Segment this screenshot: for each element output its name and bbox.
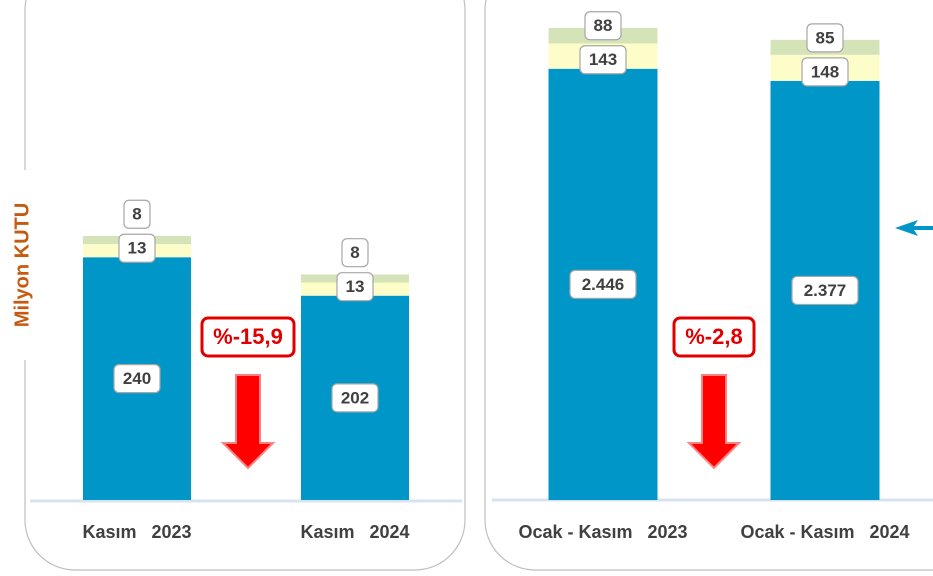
x-tick-label: Kasım 2024 [300, 522, 409, 542]
annotation: %-2,8 [685, 324, 742, 349]
data-label: 85 [816, 28, 835, 47]
annotation: %-15,9 [213, 324, 283, 349]
data-label: 202 [341, 388, 369, 407]
data-label-box [569, 269, 637, 299]
y-axis-label: Milyon KUTU [11, 203, 33, 327]
data-label-box [579, 45, 627, 75]
data-label-box [123, 199, 151, 229]
data-label: 240 [123, 369, 151, 388]
data-label-box [331, 383, 379, 413]
data-label: 8 [132, 205, 141, 224]
data-label-box [791, 275, 859, 306]
x-tick-label: Ocak - Kasım 2023 [518, 522, 687, 542]
data-label-box [341, 238, 369, 268]
down-arrow [220, 374, 276, 470]
data-label-box [113, 364, 161, 394]
data-label: 13 [128, 239, 147, 258]
x-tick-label: Ocak - Kasım 2024 [740, 522, 909, 542]
data-label: 88 [594, 16, 613, 35]
annotation-box [200, 316, 296, 358]
data-label: 143 [589, 50, 617, 69]
data-label: 8 [350, 243, 359, 262]
data-label-box [801, 57, 849, 87]
data-label-box [584, 11, 622, 41]
down-arrow [686, 374, 742, 470]
data-label: 2.446 [582, 275, 625, 294]
axis-label-box [8, 170, 38, 360]
data-label-box [336, 272, 374, 302]
data-label: 2.377 [804, 281, 847, 300]
data-label-box [806, 23, 844, 53]
data-label: 13 [346, 277, 365, 296]
data-label-box [118, 233, 156, 263]
data-label: 148 [811, 62, 839, 81]
annotation-box [672, 316, 756, 358]
x-tick-label: Kasım 2023 [82, 522, 191, 542]
pointer-arrow [895, 220, 933, 236]
